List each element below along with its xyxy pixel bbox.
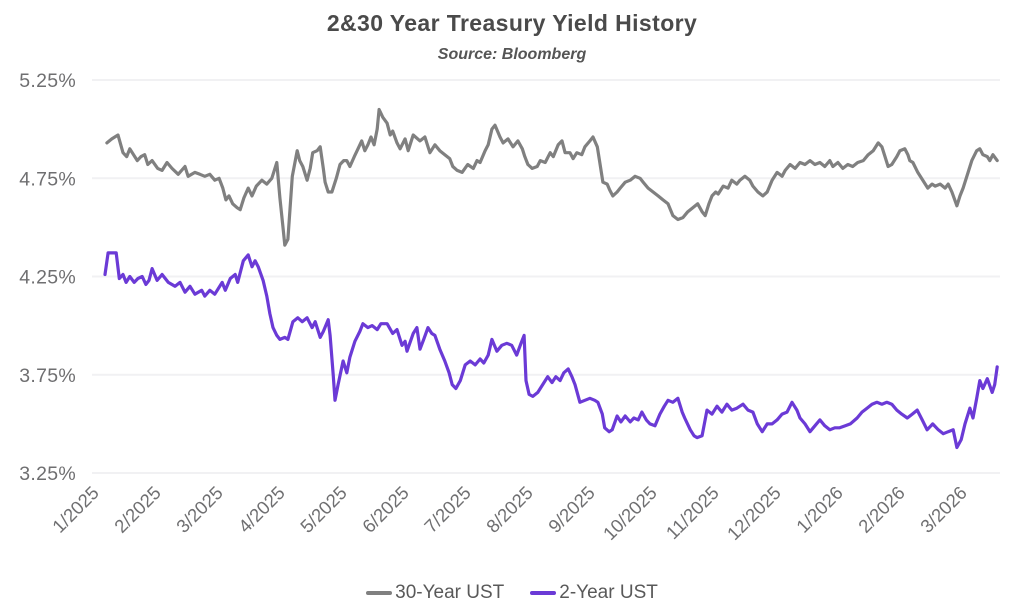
x-axis-tick-label: 3/2025 xyxy=(172,482,227,537)
series-line-2-year-ust xyxy=(103,251,999,450)
y-axis-tick-label: 3.25% xyxy=(19,463,76,485)
legend-swatch-30-year xyxy=(366,591,393,595)
y-axis-tick-label: 4.25% xyxy=(19,267,76,289)
x-axis-tick-label: 2/2026 xyxy=(854,482,909,537)
legend-label-2-year: 2-Year UST xyxy=(559,582,658,603)
x-axis-tick-label: 7/2025 xyxy=(420,482,475,537)
chart-legend: 30-Year UST 2-Year UST xyxy=(0,582,1024,604)
legend-swatch-2-year xyxy=(530,591,557,595)
x-axis-tick-label: 6/2025 xyxy=(358,482,413,537)
x-axis-tick-label: 9/2025 xyxy=(544,482,599,537)
x-axis-tick-label: 4/2025 xyxy=(234,482,289,537)
x-axis-tick-label: 2/2025 xyxy=(110,482,165,537)
y-axis-tick-label: 4.75% xyxy=(19,168,76,190)
legend-item-30-year: 30-Year UST xyxy=(366,582,504,604)
y-axis-tick-label: 5.25% xyxy=(19,70,76,92)
x-axis-tick-label: 3/2026 xyxy=(916,482,971,537)
legend-label-30-year: 30-Year UST xyxy=(395,582,505,603)
x-axis-tick-label: 5/2025 xyxy=(296,482,351,537)
x-axis-tick-label: 11/2025 xyxy=(662,482,723,543)
series-line-30-year-ust xyxy=(105,107,999,247)
x-axis-tick-label: 12/2025 xyxy=(723,482,785,544)
x-axis-tick-label: 8/2025 xyxy=(482,482,537,537)
chart-subtitle: Source: Bloomberg xyxy=(437,46,587,63)
chart-title: 2&30 Year Treasury Yield History xyxy=(326,10,698,36)
x-axis-tick-label: 1/2025 xyxy=(48,482,103,537)
x-axis-tick-label: 1/2026 xyxy=(792,482,847,537)
legend-item-2-year: 2-Year UST xyxy=(530,582,658,604)
y-axis-tick-label: 3.75% xyxy=(19,365,76,387)
x-axis-tick-label: 10/2025 xyxy=(599,482,661,544)
